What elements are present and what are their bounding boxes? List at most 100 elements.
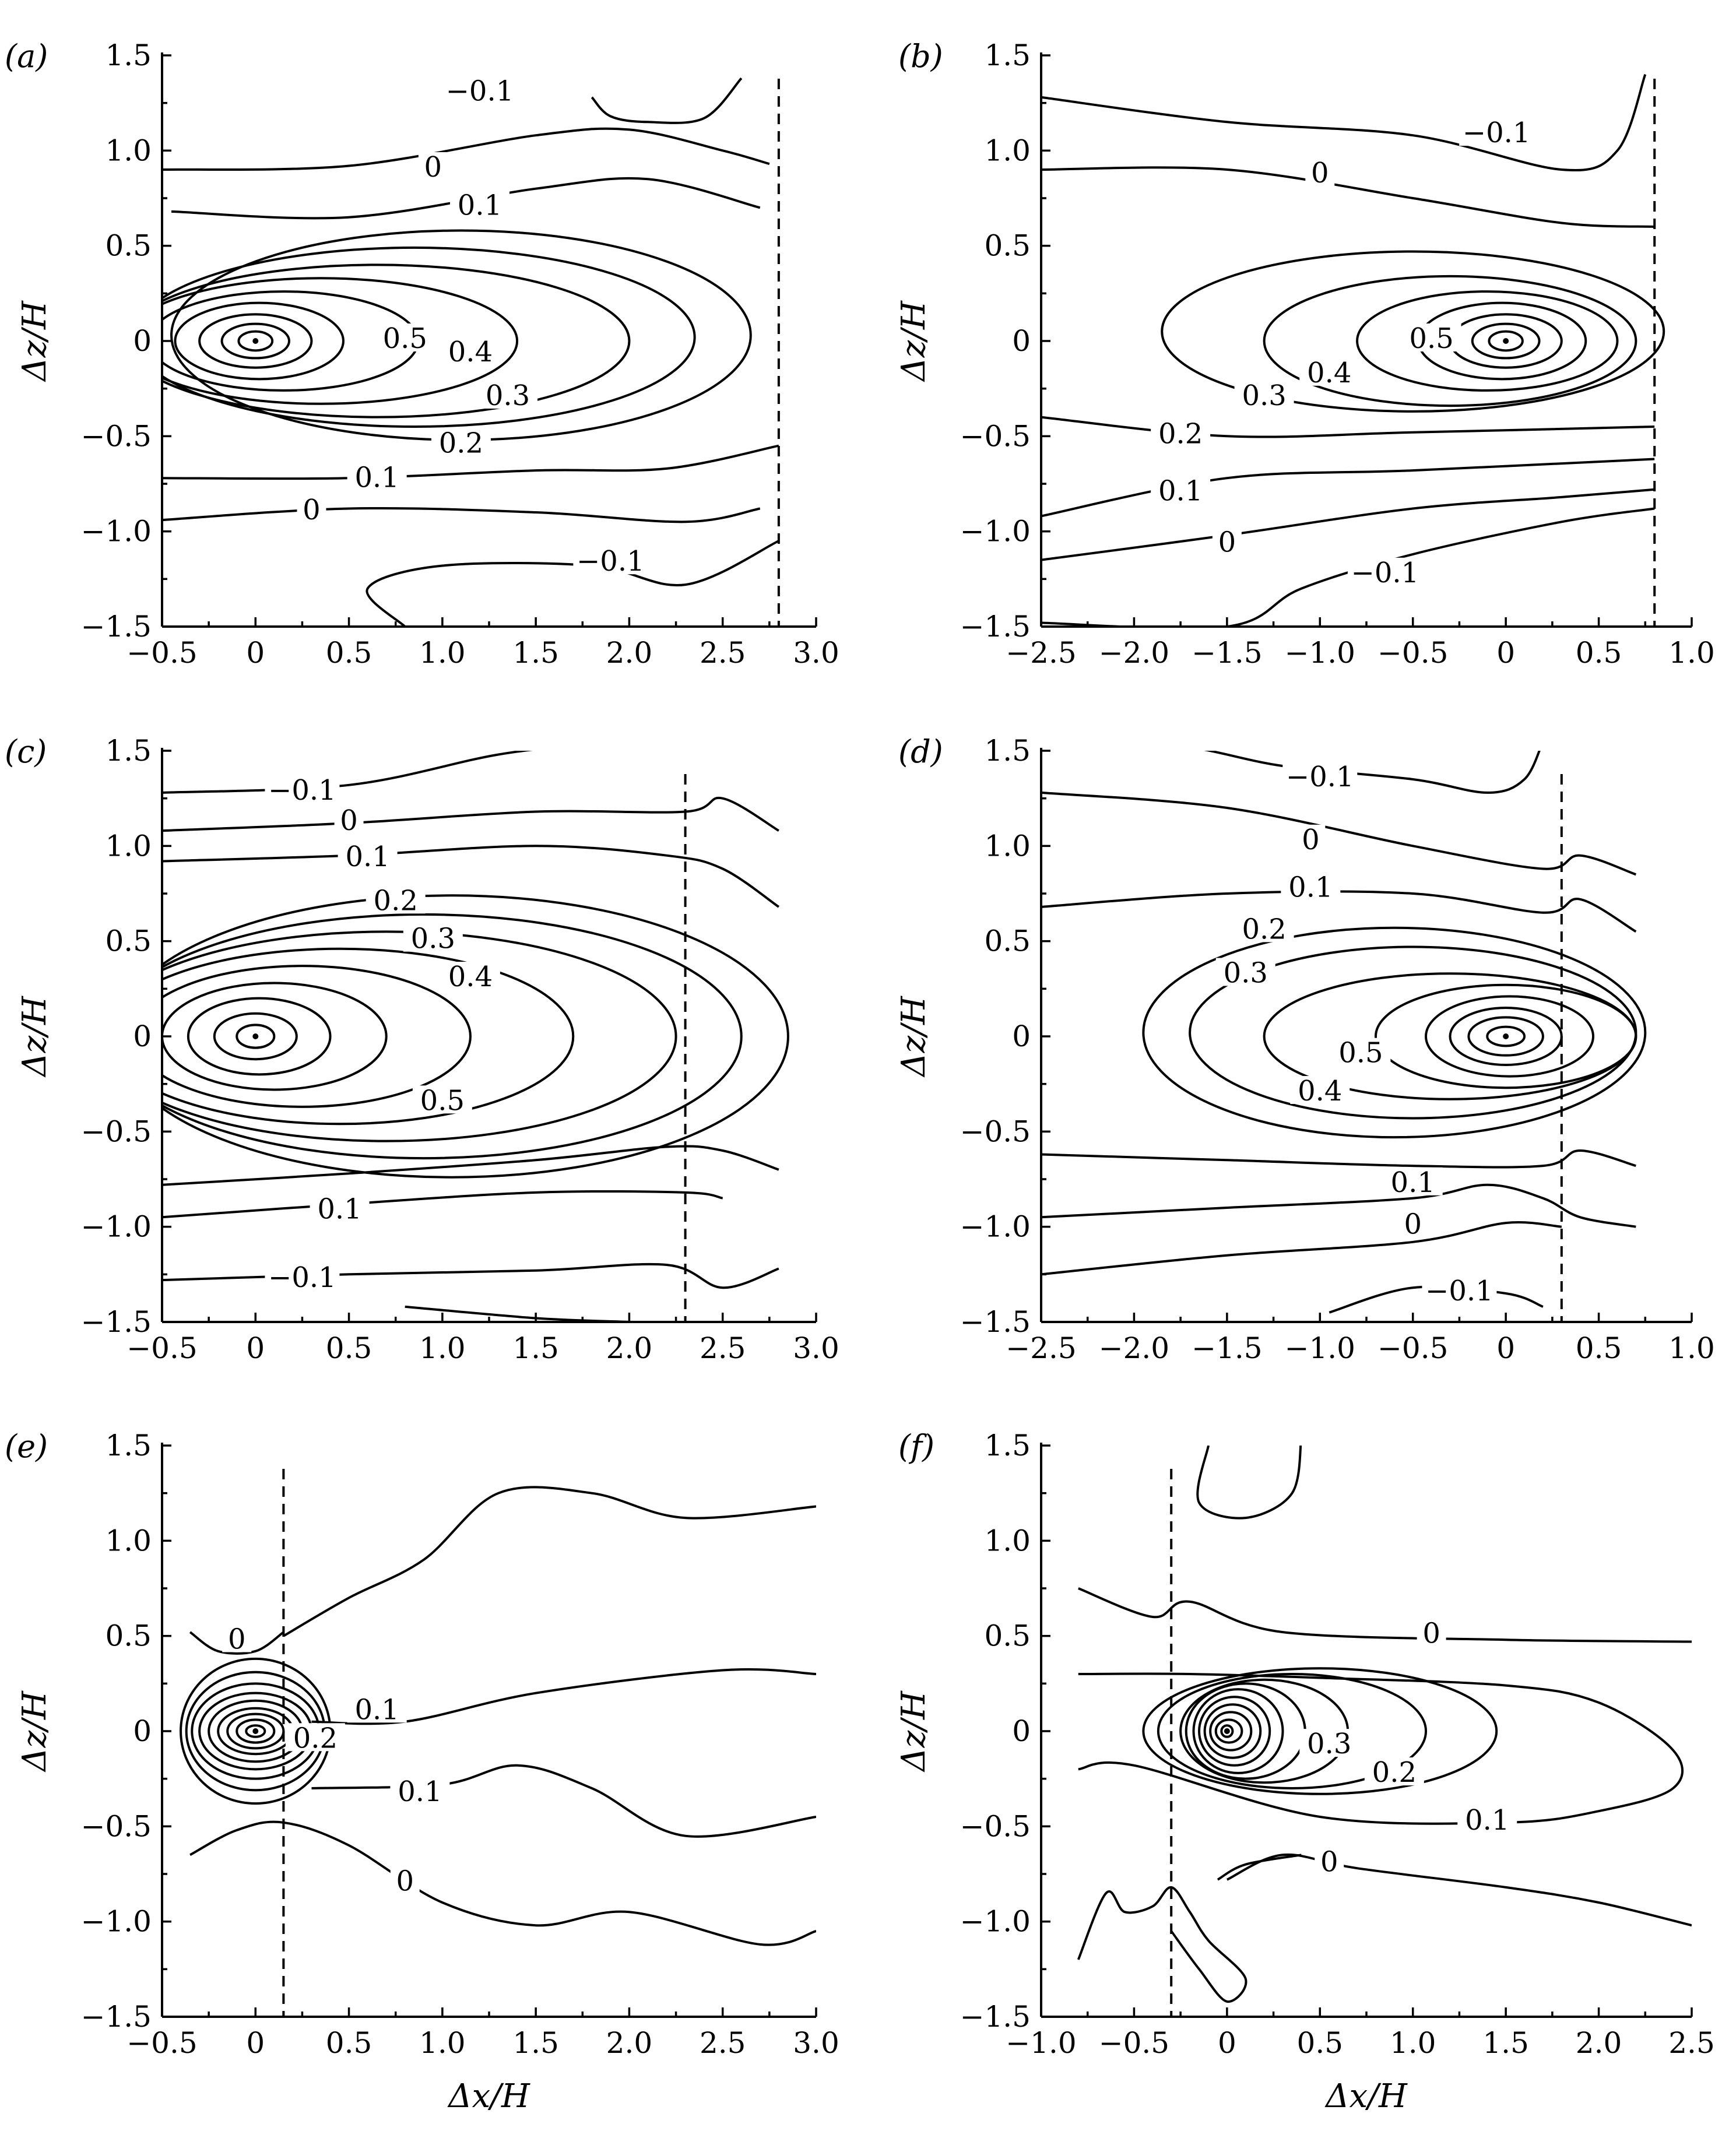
- contour-label-bg: [1305, 157, 1335, 186]
- x-tick-label: 0.5: [1576, 1331, 1622, 1365]
- x-tick-label: −1.0: [1285, 1331, 1355, 1365]
- contour-line: [1041, 416, 1655, 438]
- x-tick-label: −1.5: [1192, 1331, 1262, 1365]
- y-tick-label: 1.0: [984, 133, 1031, 167]
- contour-label-bg: [418, 152, 448, 180]
- contour-level-label: −0.1: [268, 1261, 336, 1294]
- contour-line: [162, 444, 779, 480]
- y-tick-label: 0: [133, 324, 152, 358]
- contour-level-label: 0: [1404, 1208, 1422, 1241]
- contour-level-label: 0.4: [448, 336, 493, 368]
- y-tick-label: −1.0: [960, 1210, 1031, 1244]
- contour-ring: [162, 947, 575, 1126]
- x-tick-label: 2.5: [700, 636, 746, 670]
- contour-label-bg: [1398, 1209, 1428, 1237]
- contour-plot: [180, 1469, 816, 2017]
- contour-line: [162, 507, 761, 523]
- contour-ring: [174, 301, 345, 381]
- contour-line: [311, 1764, 816, 1838]
- y-tick-label: 1.0: [984, 1524, 1031, 1557]
- contour-line: [162, 796, 779, 832]
- contour-ring: [1192, 1688, 1284, 1774]
- contour-level-label: 0.4: [448, 961, 493, 993]
- contour-label-bg: [440, 336, 500, 365]
- contour-level-label: 0.4: [1307, 357, 1351, 389]
- contour-ring: [198, 313, 313, 369]
- contour-label-bg: [1383, 1167, 1443, 1195]
- contour-label-bg: [297, 495, 326, 523]
- y-tick-label: −1.5: [81, 1305, 152, 1339]
- contour-level-label: 0.3: [486, 379, 530, 412]
- x-tick-label: 1.0: [1668, 636, 1715, 670]
- y-tick-label: 1.5: [105, 38, 152, 72]
- contour-ring: [1214, 1718, 1243, 1744]
- contour-label-bg: [573, 546, 648, 575]
- contour-label-bg: [390, 1776, 450, 1805]
- contour-level-label: 0.1: [1465, 1804, 1509, 1837]
- contour-level-label: 0.1: [1158, 474, 1203, 507]
- x-tick-label: 0.5: [326, 2026, 372, 2060]
- contour-ring: [162, 277, 518, 405]
- contour-level-label: 0: [1218, 526, 1236, 559]
- y-tick-label: −1.0: [81, 1210, 152, 1244]
- y-axis-title: Δz/H: [16, 300, 54, 382]
- contour-ring: [1263, 275, 1637, 407]
- panel-f: −1.5−1.0−0.500.51.01.5−1.0 −0.5 0 0.5 1.0 1.5…: [895, 1428, 1715, 2115]
- y-tick-label: −1.5: [81, 610, 152, 643]
- y-tick-label: 1.5: [105, 734, 152, 768]
- contour-label-bg: [366, 885, 426, 914]
- contour-label-bg: [1296, 824, 1326, 853]
- y-tick-label: 0: [1012, 1019, 1031, 1053]
- contour-level-label: 0.1: [354, 1693, 399, 1726]
- y-tick-label: −0.5: [960, 419, 1031, 453]
- contour-level-label: 0.2: [439, 427, 483, 460]
- y-tick-label: 1.0: [105, 829, 152, 863]
- contour-level-label: −0.1: [268, 774, 336, 807]
- contour-ring: [1209, 1711, 1253, 1752]
- peak-marker: [1503, 1033, 1509, 1039]
- x-axis-title: Δx/H: [447, 2077, 530, 2115]
- contour-ring: [1356, 290, 1619, 392]
- contour-label-bg: [431, 428, 491, 456]
- y-tick-label: −1.0: [81, 1905, 152, 1939]
- contour-line: [1041, 458, 1655, 518]
- x-tick-label: −2.5: [1006, 636, 1076, 670]
- contour-label-bg: [1215, 958, 1275, 986]
- contour-level-label: 0.3: [1307, 1728, 1351, 1760]
- contour-level-label: −0.1: [1425, 1275, 1493, 1307]
- contour-label-bg: [347, 462, 407, 491]
- y-axis-title: Δz/H: [895, 996, 933, 1078]
- contour-ring: [1157, 1673, 1428, 1789]
- contour-label-bg: [1459, 118, 1534, 146]
- contour-ring: [1142, 1667, 1498, 1795]
- contour-ring: [187, 997, 332, 1076]
- contour-ring: [1198, 1696, 1271, 1767]
- x-tick-label: 0: [1496, 1331, 1515, 1365]
- x-tick-label: −2.0: [1099, 636, 1169, 670]
- contour-level-label: 0: [340, 804, 358, 837]
- contour-label-bg: [1347, 557, 1422, 586]
- y-tick-label: −1.5: [960, 2000, 1031, 2034]
- contour-label-bg: [1457, 1805, 1517, 1833]
- contour-ring: [1425, 995, 1595, 1078]
- x-tick-label: 0: [1496, 636, 1515, 670]
- y-tick-label: 1.5: [984, 1429, 1031, 1462]
- x-tick-label: −0.5: [1099, 2026, 1169, 2060]
- y-axis-title: Δz/H: [16, 996, 54, 1078]
- contour-ring: [1142, 926, 1647, 1139]
- contour-plot: [1041, 74, 1665, 627]
- contour-label-bg: [310, 1194, 370, 1222]
- contour-level-label: 0.2: [1158, 417, 1203, 450]
- x-tick-label: 1.0: [1668, 1331, 1715, 1365]
- x-tick-label: 2.0: [1576, 2026, 1622, 2060]
- contour-line: [162, 751, 533, 794]
- x-tick-label: −2.0: [1099, 1331, 1169, 1365]
- x-tick-label: −2.5: [1006, 1331, 1076, 1365]
- x-tick-label: 2.5: [1668, 2026, 1715, 2060]
- contour-label-bg: [1234, 914, 1294, 943]
- panel-a: −1.5 −1.0 −0.5 0 0.5 1.0 1.5 −0.5 0 0.5 1.0 1.5 2.0 2…: [5, 38, 839, 670]
- panel-label: (d): [898, 733, 943, 770]
- x-axis-title: Δx/H: [1324, 2077, 1408, 2115]
- x-tick-label: 1.5: [512, 1331, 559, 1365]
